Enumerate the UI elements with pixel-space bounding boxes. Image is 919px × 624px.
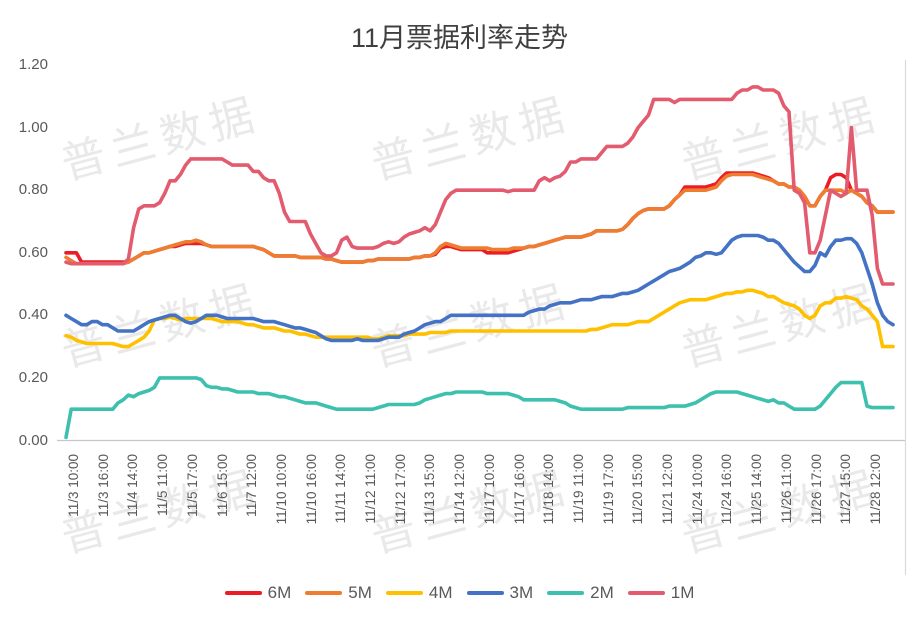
chart-title: 11月票据利率走势 [350, 23, 569, 53]
x-axis-label: 11/14 12:00 [452, 454, 468, 525]
legend-swatch-3M [466, 590, 504, 596]
x-axis-label: 11/12 11:00 [363, 454, 378, 524]
legend-swatch-2M [547, 590, 585, 596]
legend-item-3M: 3M [466, 583, 534, 603]
legend-item-4M: 4M [385, 583, 453, 603]
legend-label-5M: 5M [348, 583, 372, 602]
legend-item-5M: 5M [305, 583, 372, 603]
x-axis-label: 11/5 17:00 [184, 454, 200, 517]
x-axis-label: 11/27 15:00 [838, 454, 854, 525]
legend-label-6M: 6M [267, 583, 292, 602]
x-axis-label: 11/20 15:00 [630, 454, 646, 525]
x-axis-label: 11/6 15:00 [214, 454, 230, 517]
x-axis-label: 11/5 11:00 [155, 454, 171, 516]
line-series-5M [64, 172, 895, 266]
y-axis-label: 1.20 [18, 56, 48, 73]
legend-label-3M: 3M [509, 583, 534, 602]
chart-legend: 6M 5M 4M 3M 2M 1M [0, 583, 919, 603]
x-axis-label: 11/10 10:00 [273, 454, 289, 525]
x-axis-label: 11/24 10:00 [689, 454, 705, 525]
legend-label-1M: 1M [670, 583, 695, 602]
x-axis-label: 11/24 16:00 [719, 454, 735, 525]
x-axis-label: 11/26 17:00 [808, 454, 824, 525]
x-axis-label: 11/13 15:00 [422, 454, 438, 525]
x-axis-label: 11/17 16:00 [511, 454, 527, 525]
line-series-4M [64, 288, 895, 349]
line-series-3M [64, 233, 895, 343]
legend-swatch-6M [224, 590, 262, 596]
legend-item-2M: 2M [547, 583, 614, 603]
x-axis-label: 11/17 10:00 [481, 454, 497, 525]
x-axis-label: 11/25 14:00 [749, 454, 765, 525]
legend-label-2M: 2M [590, 583, 614, 602]
y-axis-label: 0.60 [18, 243, 48, 261]
line-series-1M [64, 85, 895, 286]
x-axis-label: 11/28 12:00 [867, 454, 883, 525]
x-axis-label: 11/19 11:00 [570, 454, 586, 524]
y-axis-label: 0.20 [18, 368, 48, 386]
x-axis-label: 11/19 17:00 [600, 454, 616, 525]
y-axis-label: 0.00 [18, 431, 48, 449]
x-axis-label: 11/3 16:00 [95, 454, 111, 517]
x-axis-label: 11/7 12:00 [244, 454, 260, 517]
legend-item-1M: 1M [627, 583, 695, 603]
x-axis-label: 11/12 17:00 [392, 454, 408, 525]
x-axis-label: 11/18 14:00 [541, 454, 557, 525]
x-axis-label: 11/21 12:00 [660, 454, 675, 525]
x-axis-label: 11/11 14:00 [333, 454, 349, 524]
x-axis-label: 11/26 11:00 [778, 454, 794, 524]
y-axis-label: 0.80 [18, 181, 48, 199]
line-series-2M [64, 376, 895, 440]
legend-item-6M: 6M [224, 583, 292, 603]
legend-swatch-5M [305, 590, 343, 596]
y-axis-label: 1.00 [18, 118, 48, 136]
legend-swatch-4M [385, 590, 423, 596]
x-axis-label: 11/3 10:00 [66, 454, 81, 517]
x-axis-label: 11/4 14:00 [125, 454, 141, 517]
legend-swatch-1M [627, 590, 665, 596]
y-axis-label: 0.40 [18, 306, 48, 324]
x-axis-label: 11/10 16:00 [303, 454, 319, 525]
legend-label-4M: 4M [428, 583, 453, 602]
